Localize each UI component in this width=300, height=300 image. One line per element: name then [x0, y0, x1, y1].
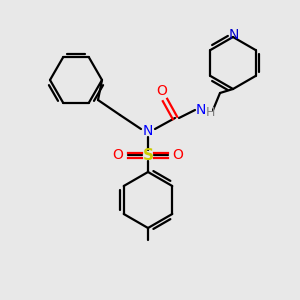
Text: N: N: [229, 28, 239, 42]
Text: N: N: [143, 124, 153, 138]
Text: O: O: [112, 148, 123, 162]
Text: H: H: [205, 106, 215, 118]
Text: S: S: [142, 148, 154, 163]
Text: O: O: [172, 148, 183, 162]
Text: N: N: [196, 103, 206, 117]
Text: O: O: [157, 84, 167, 98]
